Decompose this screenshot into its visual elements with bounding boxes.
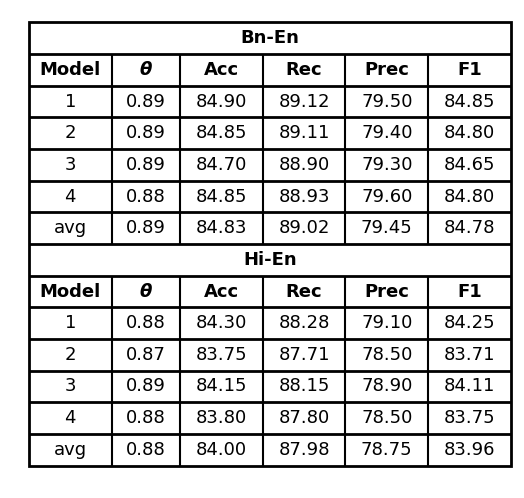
Text: 84.30: 84.30 [195, 314, 247, 332]
Text: Bn-En: Bn-En [241, 29, 299, 47]
Text: 3: 3 [64, 156, 76, 174]
Text: 0.89: 0.89 [126, 156, 166, 174]
Text: 1: 1 [64, 314, 76, 332]
Text: 84.85: 84.85 [444, 93, 495, 111]
Text: 83.71: 83.71 [444, 346, 495, 364]
Text: 84.80: 84.80 [444, 124, 495, 142]
Text: 1: 1 [64, 93, 76, 111]
Text: 83.75: 83.75 [444, 409, 495, 427]
Text: 4: 4 [64, 188, 76, 206]
Text: Acc: Acc [204, 282, 239, 300]
Text: 83.96: 83.96 [444, 441, 495, 459]
Text: 79.40: 79.40 [361, 124, 412, 142]
Text: 83.75: 83.75 [195, 346, 247, 364]
Text: 3: 3 [64, 377, 76, 395]
Text: 78.90: 78.90 [361, 377, 412, 395]
Text: 2: 2 [64, 346, 76, 364]
Text: Prec: Prec [364, 282, 409, 300]
Text: Rec: Rec [286, 282, 322, 300]
Text: 78.75: 78.75 [361, 441, 412, 459]
Text: 84.70: 84.70 [195, 156, 247, 174]
Text: 79.30: 79.30 [361, 156, 412, 174]
Text: 89.12: 89.12 [278, 93, 330, 111]
Text: 84.83: 84.83 [195, 219, 247, 237]
Text: 0.88: 0.88 [126, 441, 166, 459]
Text: Hi-En: Hi-En [243, 251, 297, 269]
Text: 78.50: 78.50 [361, 346, 412, 364]
Text: 84.65: 84.65 [444, 156, 495, 174]
Text: F1: F1 [457, 61, 482, 79]
Text: 4: 4 [64, 409, 76, 427]
Text: 84.85: 84.85 [195, 188, 247, 206]
Text: 0.89: 0.89 [126, 124, 166, 142]
Text: Prec: Prec [364, 61, 409, 79]
Text: 87.71: 87.71 [278, 346, 330, 364]
Text: 0.88: 0.88 [126, 314, 166, 332]
Text: 84.25: 84.25 [444, 314, 495, 332]
Text: 88.90: 88.90 [278, 156, 330, 174]
Text: 79.50: 79.50 [361, 93, 412, 111]
Text: 0.87: 0.87 [126, 346, 166, 364]
Text: 89.11: 89.11 [278, 124, 330, 142]
Text: 0.88: 0.88 [126, 409, 166, 427]
Text: 0.89: 0.89 [126, 93, 166, 111]
Text: 88.15: 88.15 [278, 377, 330, 395]
Text: Rec: Rec [286, 61, 322, 79]
Text: 84.78: 84.78 [444, 219, 495, 237]
Text: 84.85: 84.85 [195, 124, 247, 142]
Text: Model: Model [40, 61, 101, 79]
Text: 2: 2 [64, 124, 76, 142]
Text: 88.28: 88.28 [278, 314, 330, 332]
Text: 83.80: 83.80 [195, 409, 247, 427]
Text: 84.11: 84.11 [444, 377, 495, 395]
Text: 79.45: 79.45 [361, 219, 413, 237]
Text: θ: θ [139, 282, 152, 300]
Text: Model: Model [40, 282, 101, 300]
Text: 78.50: 78.50 [361, 409, 412, 427]
Text: 88.93: 88.93 [278, 188, 330, 206]
Text: F1: F1 [457, 282, 482, 300]
Text: avg: avg [53, 219, 87, 237]
Text: 79.10: 79.10 [361, 314, 412, 332]
Text: 87.80: 87.80 [278, 409, 330, 427]
Text: 79.60: 79.60 [361, 188, 412, 206]
Text: 0.88: 0.88 [126, 188, 166, 206]
Text: θ: θ [139, 61, 152, 79]
Text: 84.90: 84.90 [195, 93, 247, 111]
Text: 84.15: 84.15 [195, 377, 247, 395]
Text: 87.98: 87.98 [278, 441, 330, 459]
Text: 89.02: 89.02 [278, 219, 330, 237]
Text: 0.89: 0.89 [126, 219, 166, 237]
Text: 84.80: 84.80 [444, 188, 495, 206]
Text: 0.89: 0.89 [126, 377, 166, 395]
Text: 84.00: 84.00 [196, 441, 247, 459]
Text: Acc: Acc [204, 61, 239, 79]
Text: avg: avg [53, 441, 87, 459]
